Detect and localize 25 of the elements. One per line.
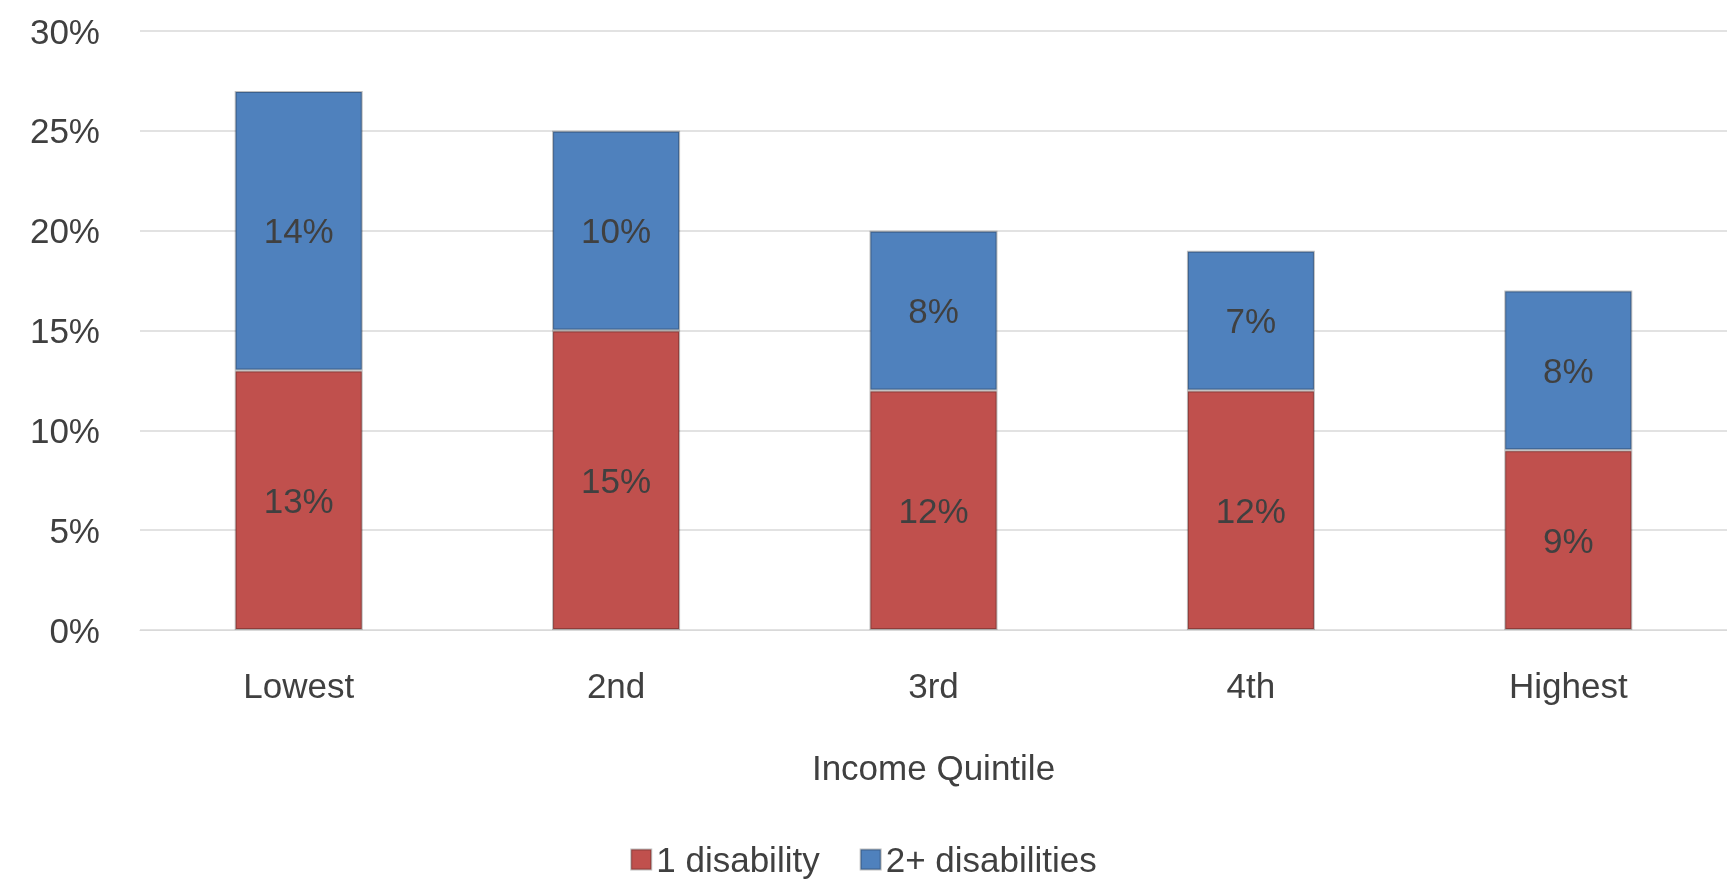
data-label: 8% (908, 291, 959, 331)
x-tick-label: 2nd (586, 666, 646, 705)
y-tick-label: 0% (49, 610, 100, 650)
x-tick-label: Highest (1508, 666, 1628, 705)
legend-label: 1 disability (656, 840, 821, 879)
y-tick-label: 10% (29, 410, 100, 450)
data-label: 10% (581, 211, 652, 251)
data-label: 12% (1215, 490, 1286, 530)
x-tick-label: 3rd (908, 666, 959, 705)
legend-label: 2+ disabilities (885, 840, 1097, 879)
y-tick-label: 25% (29, 111, 100, 151)
x-axis-title: Income Quintile (811, 748, 1056, 787)
data-label: 8% (1543, 350, 1594, 390)
y-tick-label: 15% (29, 311, 100, 350)
data-label: 12% (898, 490, 969, 530)
y-tick-label: 30% (29, 11, 100, 51)
y-tick-label: 20% (29, 211, 100, 251)
data-label: 14% (263, 211, 334, 251)
y-tick-label: 5% (49, 510, 100, 550)
x-tick-label: 4th (1226, 666, 1276, 705)
data-label: 9% (1543, 520, 1594, 560)
data-label: 15% (581, 460, 652, 500)
x-tick-label: Lowest (243, 666, 355, 705)
data-label: 7% (1225, 301, 1277, 341)
data-label: 13% (263, 480, 334, 520)
